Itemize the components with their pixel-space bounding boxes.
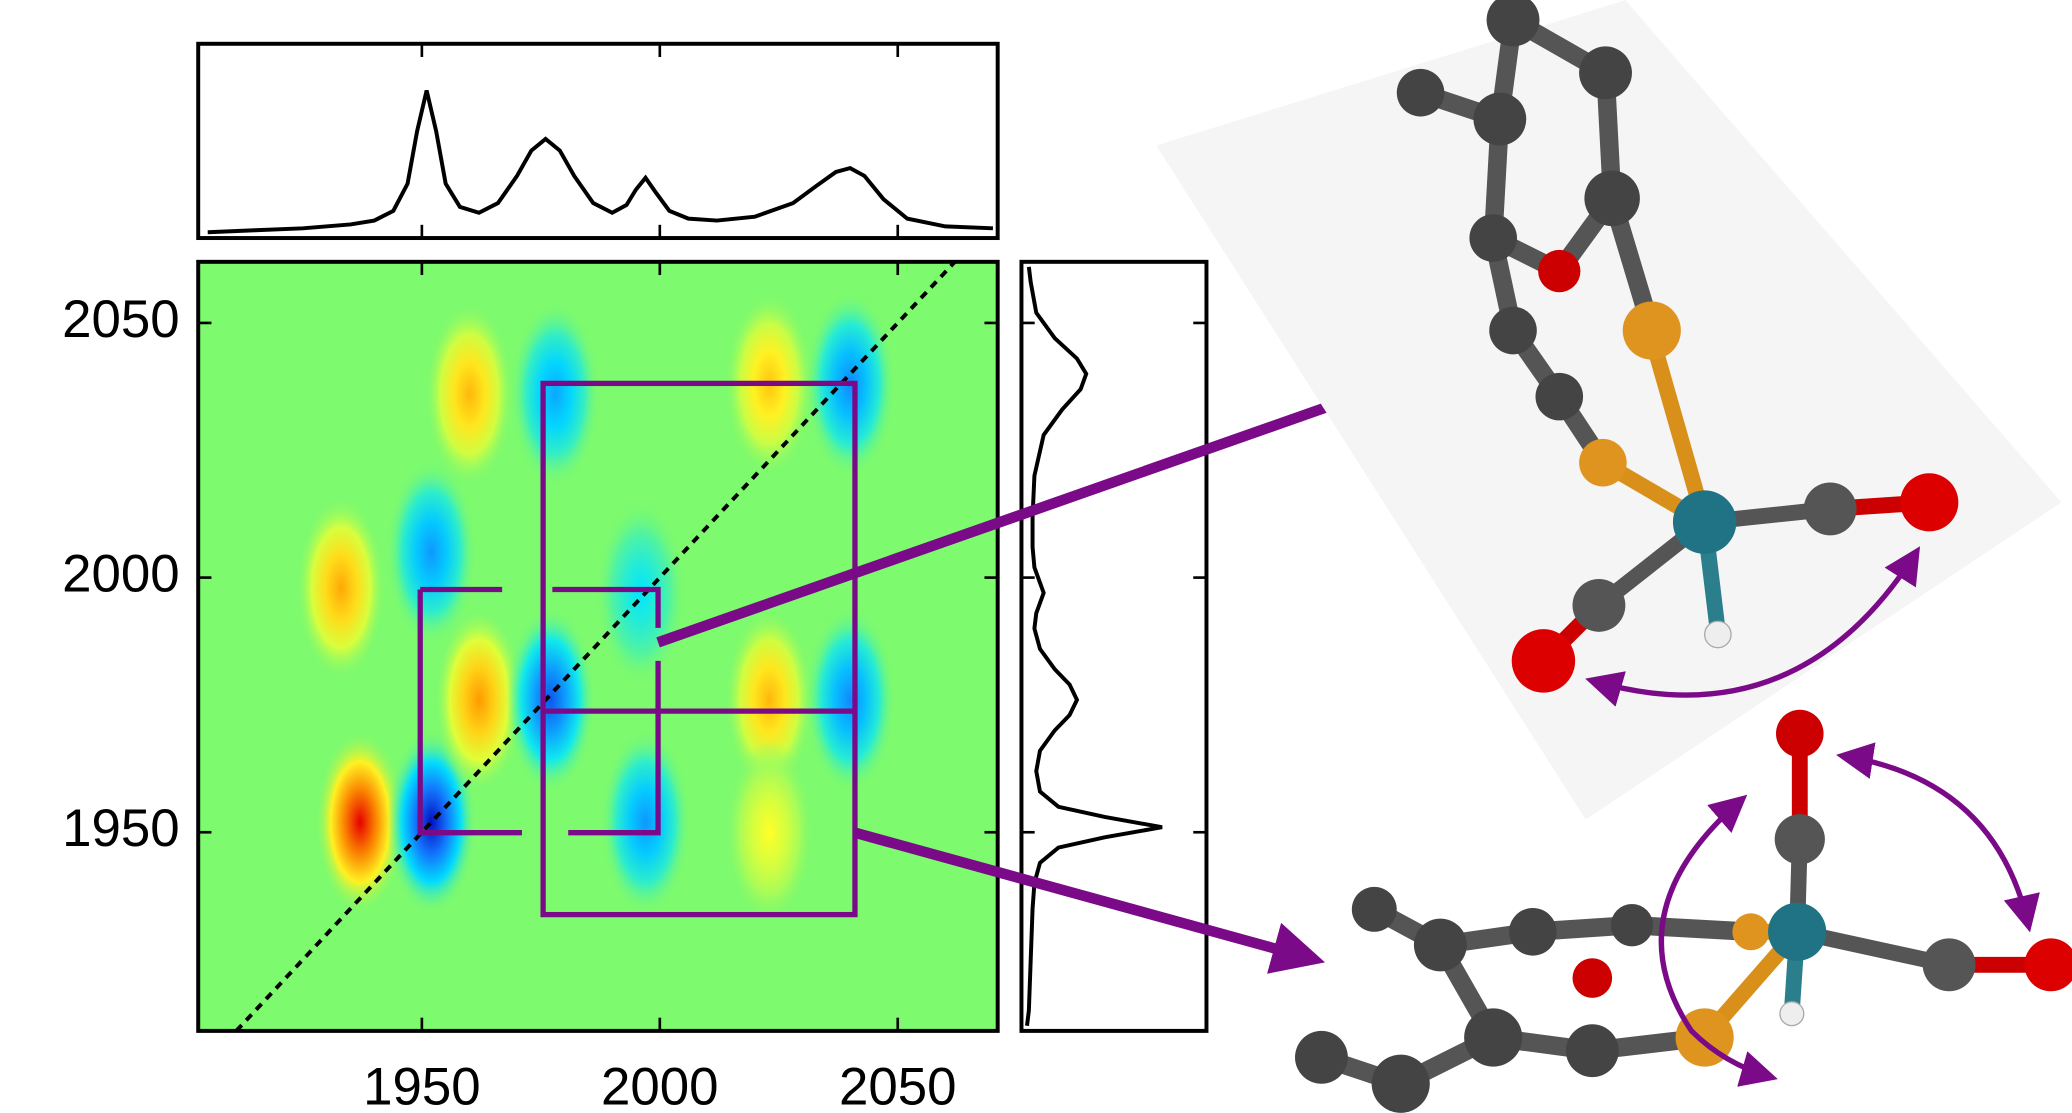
peak (600, 729, 691, 915)
y-tick-label: 2050 (62, 290, 180, 349)
panel (196, 41, 1000, 241)
panel: 1950 2000 2050 1950 2000 2050 (62, 259, 1000, 1113)
plot-frame (1019, 259, 1209, 1033)
peak (434, 607, 524, 793)
peak (724, 607, 815, 793)
molecule-lower (1295, 709, 2072, 1113)
peak (724, 739, 815, 925)
annotation-rect (540, 380, 858, 918)
y-tick-label: 1950 (62, 799, 180, 858)
y-tick-label: 2000 (62, 545, 180, 604)
peak (595, 500, 686, 686)
spectrum-line (1025, 266, 1163, 1027)
molecule-upper (1156, 0, 2062, 820)
annotation-square (417, 586, 661, 836)
panel (1019, 259, 1209, 1033)
x-tick-label: 1950 (363, 1057, 481, 1113)
peaks (296, 291, 896, 925)
arrow (656, 363, 1431, 648)
arrows (656, 363, 1431, 974)
x-tick-label: 2000 (601, 1057, 719, 1113)
peak (510, 301, 601, 487)
spectrum-line (207, 89, 994, 235)
x-tick-label: 2050 (839, 1057, 957, 1113)
plot-frame (196, 259, 1000, 1033)
charts: 1950 2000 2050 1950 2000 2050 (62, 41, 1209, 1113)
peak (296, 495, 386, 681)
peak (805, 607, 896, 793)
plot-frame (196, 41, 1000, 241)
peak (315, 729, 405, 915)
peak (505, 607, 596, 793)
annotation-boxes (417, 380, 858, 918)
arrow (853, 827, 1326, 974)
peak (424, 301, 515, 487)
peak (386, 459, 477, 645)
diagonal (234, 261, 957, 1031)
